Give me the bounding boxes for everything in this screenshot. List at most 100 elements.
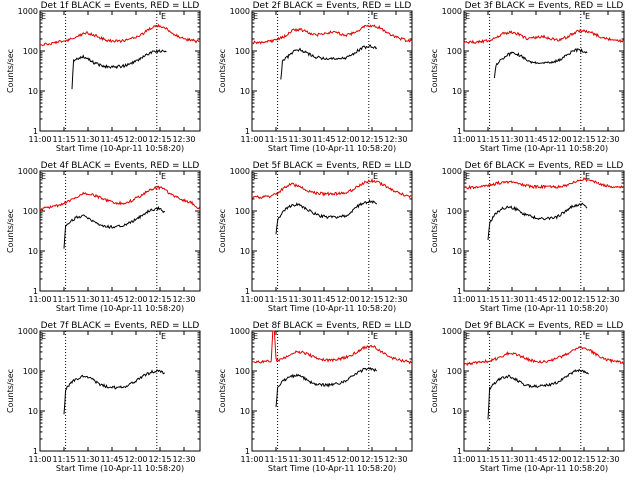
panel-7-flag-label-1: E [41,332,46,341]
panel-7-axes-box [39,330,201,452]
panel-5-xtick-label-5: 12:00 [336,295,359,304]
panel-2-events-line [280,44,378,80]
panel-6-events-line [487,202,588,241]
panel-9-flag-label-2: E [585,332,590,341]
panel-5-ytick-label-3: 100 [235,207,250,216]
panel-6-xlabel: Start Time (10-Apr-11 10:58:20) [480,304,608,313]
panel-6-lld-line [463,176,625,190]
panel-8-flag-label-1: E [253,332,258,341]
panel-2-ylabel: Counts/sec [218,49,227,93]
panel-8-ylabel: Counts/sec [218,369,227,413]
panel-2-xtick-label-2: 11:15 [264,135,287,144]
panel-4-xtick-label-1: 11:00 [28,295,51,304]
panel-6-ytick-label-4: 1000 [442,167,462,176]
panel-3-xlabel: Start Time (10-Apr-11 10:58:20) [480,144,608,153]
panel-9-xtick-label-6: 12:15 [572,455,595,464]
panel-5-axes-box [251,170,413,292]
panel-6-xtick-label-7: 12:30 [596,295,619,304]
panel-5-events-line [275,198,378,235]
panel-8-xtick-label-1: 11:00 [240,455,263,464]
panel-3-lld-line [463,28,625,45]
panel-3-xtick-label-5: 12:00 [548,135,571,144]
panel-9-lld-line [463,345,625,367]
panel-1-xtick-label-4: 11:45 [100,135,123,144]
panel-1-xtick-label-7: 12:30 [172,135,195,144]
panel-1-title: Det 1f BLACK = Events, RED = LLD [41,1,200,11]
panel-6-ylabel: Counts/sec [430,209,439,253]
panel-6-xtick-label-1: 11:00 [452,295,475,304]
panel-8-axes-box [251,330,413,452]
panel-3-ytick-label-1: 1 [457,127,462,136]
panel-1-ylabel: Counts/sec [6,49,15,93]
panel-4-ytick-label-1: 1 [33,287,38,296]
panel-9-ytick-label-1: 1 [457,447,462,456]
panel-5-ytick-label-2: 10 [240,247,250,256]
panel-7-events-line [63,369,166,415]
panel-3-ytick-label-4: 1000 [442,7,462,16]
panel-8-title: Det 8f BLACK = Events, RED = LLD [253,321,412,331]
panel-3-xtick-label-6: 12:15 [572,135,595,144]
panel-2-ytick-label-4: 1000 [230,7,250,16]
panel-5-xlabel: Start Time (10-Apr-11 10:58:20) [268,304,396,313]
panel-9-xtick-label-1: 11:00 [452,455,475,464]
panel-9-ylabel: Counts/sec [430,369,439,413]
panel-3-flag-label-2: E [585,12,590,21]
panel-6-xtick-label-2: 11:15 [476,295,499,304]
panel-7-xtick-label-1: 11:00 [28,455,51,464]
panel-8-ytick-label-1: 1 [245,447,250,456]
panel-4-lld-line [39,185,201,211]
panel-5-xtick-label-4: 11:45 [312,295,335,304]
panel-6-xtick-label-6: 12:15 [572,295,595,304]
panel-8-flag-label-2: E [373,332,378,341]
panel-2-flag-label-2: E [373,12,378,21]
panel-3-xtick-label-2: 11:15 [476,135,499,144]
panel-7-ylabel: Counts/sec [6,369,15,413]
panel-1-flag-label-1: E [41,12,46,21]
panel-6-xtick-label-4: 11:45 [524,295,547,304]
panel-4-ytick-label-4: 1000 [18,167,38,176]
panel-5-xtick-label-7: 12:30 [384,295,407,304]
panel-1-xtick-label-3: 11:30 [76,135,99,144]
panel-5-flag-label-1: E [253,172,258,181]
panel-4-ylabel: Counts/sec [6,209,15,253]
panel-2-ytick-label-2: 10 [240,87,250,96]
panel-1-lld-line [40,23,201,47]
panel-6-ytick-label-2: 10 [452,247,462,256]
panel-2-xtick-label-4: 11:45 [312,135,335,144]
panel-3-ytick-label-3: 100 [447,47,462,56]
panel-2-ytick-label-3: 100 [235,47,250,56]
panel-5-ytick-label-1: 1 [245,287,250,296]
panel-1-ytick-label-3: 100 [23,47,38,56]
panel-3-ytick-label-2: 10 [452,87,462,96]
panel-2-xtick-label-3: 11:30 [288,135,311,144]
panel-8-events-line [275,367,378,407]
panel-9-xtick-label-3: 11:30 [500,455,523,464]
panel-8-lld-line [252,330,413,365]
panel-1-flag-label-2: E [161,12,166,21]
panel-4-axes-box [39,170,201,292]
panel-2-xtick-label-7: 12:30 [384,135,407,144]
panel-4-title: Det 4f BLACK = Events, RED = LLD [41,161,200,171]
panel-1-xtick-label-5: 12:00 [124,135,147,144]
panel-7-xtick-label-5: 12:00 [124,455,147,464]
panel-1-events-line [71,48,167,90]
panel-4-xtick-label-7: 12:30 [172,295,195,304]
panel-4-xtick-label-3: 11:30 [76,295,99,304]
panel-8-xlabel: Start Time (10-Apr-11 10:58:20) [268,464,396,473]
panel-8-ytick-label-3: 100 [235,367,250,376]
panel-2-xtick-label-5: 12:00 [336,135,359,144]
panel-1-xtick-label-1: 11:00 [28,135,51,144]
panel-9-ytick-label-3: 100 [447,367,462,376]
panel-6-flag-label-2: E [585,172,590,181]
panel-4-flag-label-1: E [41,172,46,181]
panel-5-ytick-label-4: 1000 [230,167,250,176]
panel-7-flag-label-2: E [161,332,166,341]
panel-7-ytick-label-1: 1 [33,447,38,456]
panel-4-xtick-label-6: 12:15 [148,295,171,304]
panel-7-ytick-label-4: 1000 [18,327,38,336]
